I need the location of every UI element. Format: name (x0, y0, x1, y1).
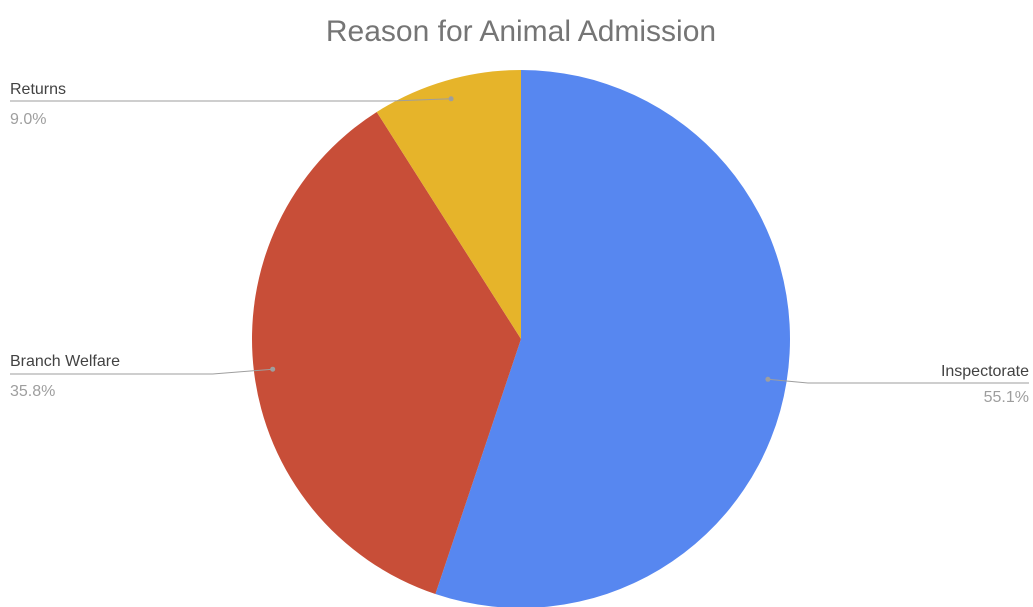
slice-label-returns: Returns (10, 81, 66, 98)
pie-slice-inspectorate (435, 70, 790, 607)
leader-line-inspectorate (767, 378, 1029, 384)
slice-percent-returns: 9.0% (10, 111, 46, 128)
slice-label-branch-welfare: Branch Welfare (10, 353, 120, 370)
chart-title: Reason for Animal Admission (326, 15, 716, 48)
slice-percent-inspectorate: 55.1% (984, 389, 1029, 406)
leader-line-branch-welfare (10, 368, 273, 375)
pie-slice-returns (376, 70, 521, 339)
leader-dot-returns (448, 96, 454, 102)
slice-label-inspectorate: Inspectorate (941, 363, 1029, 380)
leader-dot-branch-welfare (270, 366, 276, 372)
slice-percent-branch-welfare: 35.8% (10, 383, 55, 400)
leader-line-returns (10, 98, 452, 102)
leader-dot-inspectorate (765, 376, 771, 382)
pie-slices (252, 70, 790, 607)
slice-labels: Inspectorate 55.1% Branch Welfare 35.8% Retu… (10, 81, 1029, 406)
pie-slice-branch-welfare (252, 111, 521, 595)
